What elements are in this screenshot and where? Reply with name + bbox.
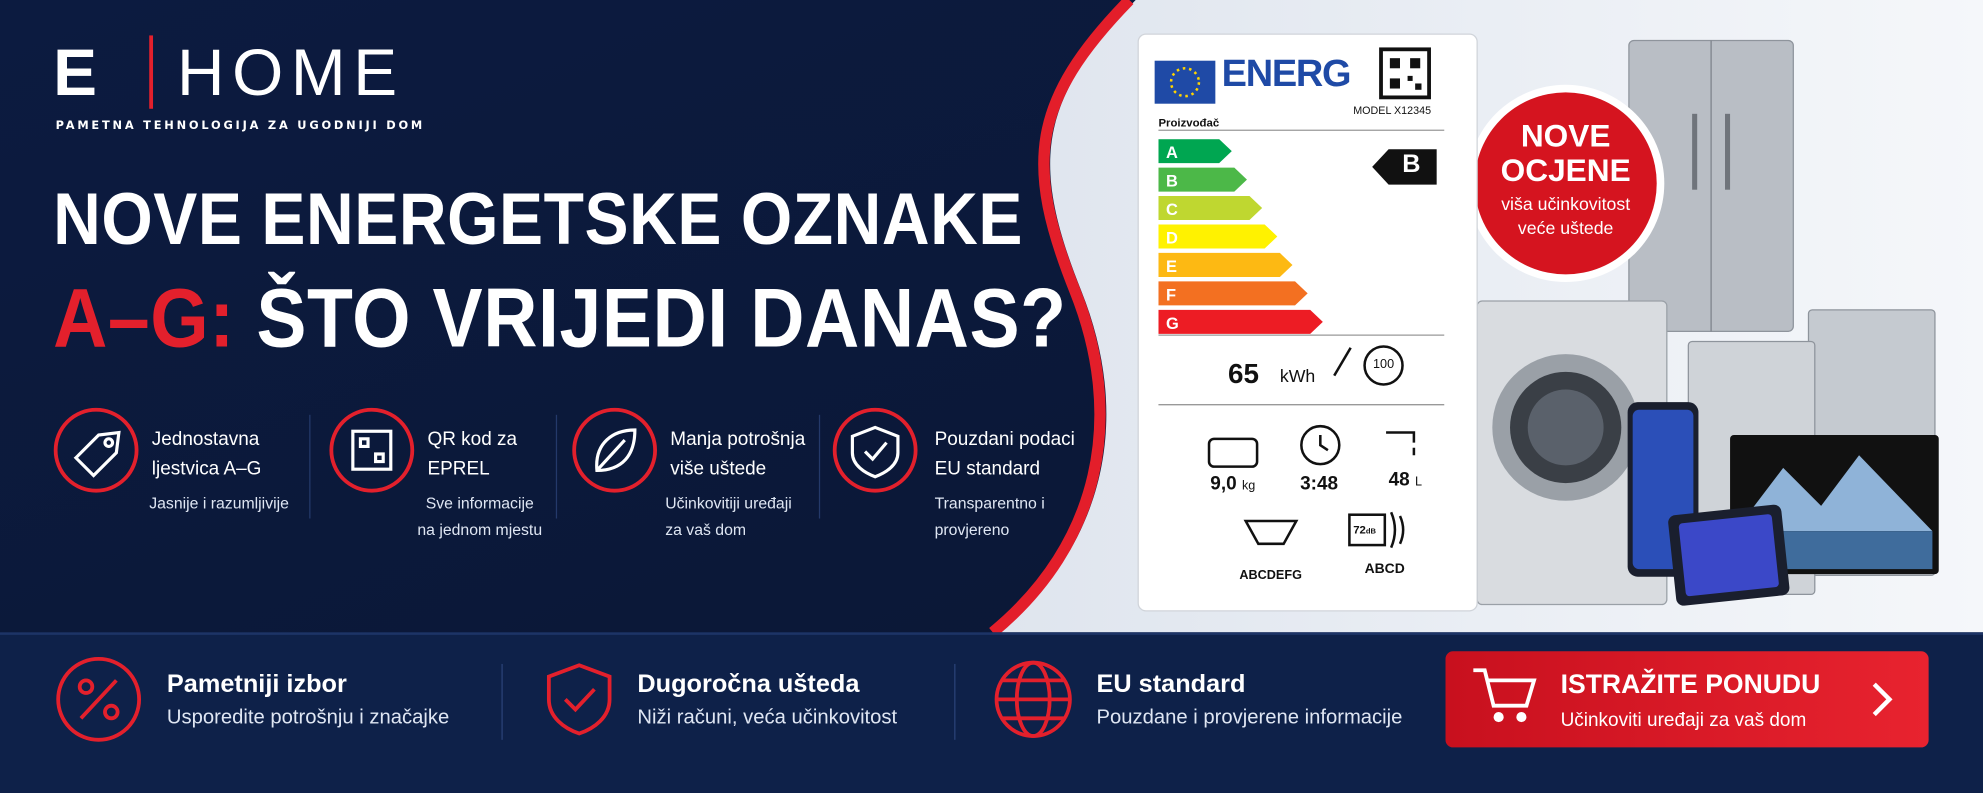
feature-title: Pouzdani podaci EU standard	[935, 425, 1075, 483]
energy-class-bar	[1158, 252, 1293, 277]
cta-text: Učinkoviti uređaji za vaš dom	[1560, 709, 1807, 731]
feature: QR kod za EPREL Sve informacije na jednom m…	[417, 425, 542, 544]
label-capacity: 9,0 kg	[1210, 473, 1255, 494]
benefit: EU standard Pouzdane i provjerene informa…	[1096, 670, 1402, 729]
benefit-text: Usporedite potrošnju i značajke	[166, 706, 450, 729]
label-noise: 72dB	[1353, 524, 1376, 537]
benefit-title: Dugoročna ušteda	[637, 670, 860, 699]
feature: Pouzdani podaci EU standard Transparentno …	[935, 425, 1075, 544]
energy-class-letter: E	[1166, 258, 1177, 276]
value: 72	[1353, 523, 1366, 537]
text: više uštede	[670, 457, 767, 480]
text: OCJENE	[1500, 153, 1631, 189]
label-energy-unit: kWh	[1279, 365, 1316, 386]
cta-title: ISTRAŽITE PONUDU	[1560, 670, 1821, 700]
headline-line: A–G: ŠTO VRIJEDI DANAS?	[53, 269, 1066, 365]
feature-title: Manja potrošnja više uštede	[670, 425, 805, 483]
label-rating: B	[1402, 150, 1421, 179]
energy-class-bar	[1158, 224, 1278, 249]
unit: dB	[1365, 528, 1376, 537]
cta-button[interactable]: ISTRAŽITE PONUDU Učinkoviti uređaji za v…	[1446, 651, 1929, 747]
energy-class-bar	[1158, 139, 1232, 164]
badge-text: viša učinkovitost veće uštede	[1467, 192, 1664, 240]
energy-class-letter: F	[1166, 286, 1176, 304]
text: EPREL	[427, 457, 490, 480]
text: viša učinkovitost	[1501, 193, 1631, 214]
text: QR kod za	[427, 428, 518, 451]
value: 48	[1388, 469, 1410, 491]
text: Pouzdani podaci	[934, 428, 1075, 451]
headline-text: ŠTO VRIJEDI DANAS?	[256, 270, 1067, 365]
feature-text: Sve informacije	[425, 494, 534, 513]
feature-text: Učinkovitiji uređaji	[665, 494, 792, 513]
energy-class-bar	[1158, 167, 1247, 192]
logo: HOME	[177, 36, 405, 111]
feature-text: Jasnije i razumljivije	[149, 494, 289, 513]
benefit-title: Pametniji izbor	[166, 670, 347, 699]
feature-title: Jednostavna ljestvica A–G	[152, 425, 289, 483]
energy-class-bar	[1158, 281, 1308, 306]
text: EU standard	[934, 457, 1041, 480]
benefit-text: Pouzdane i provjerene informacije	[1096, 706, 1403, 729]
unit: kg	[1241, 479, 1256, 494]
feature-title: QR kod za EPREL	[427, 425, 542, 483]
feature-text: za vaš dom	[665, 521, 747, 539]
feature-text: provjereno	[934, 521, 1010, 539]
label-header: ENERG	[1221, 53, 1352, 95]
text: veće uštede	[1517, 217, 1614, 238]
feature: Manja potrošnja više uštede Učinkovitiji u…	[665, 425, 805, 544]
label-duration: 3:48	[1300, 472, 1339, 495]
text: NOVE	[1520, 118, 1611, 155]
label-model: MODEL X12345	[1353, 103, 1432, 117]
label-water: 48 L	[1389, 469, 1422, 490]
label-noise-class: ABCD	[1364, 561, 1405, 577]
headline-line: NOVE ENERGETSKE OZNAKE	[53, 178, 1024, 261]
benefit-title: EU standard	[1096, 670, 1246, 699]
text: Jednostavna	[151, 428, 260, 451]
energy-class-bar	[1158, 309, 1323, 334]
label-energy: 65	[1227, 357, 1259, 390]
text: Manja potrošnja	[670, 428, 806, 451]
benefit-text: Niži računi, veća učinkovitost	[637, 706, 898, 729]
logo-mark: E	[53, 36, 100, 111]
energy-scale: ABCDEFG	[1158, 139, 1323, 334]
energy-class-bar	[1158, 196, 1263, 221]
headline-highlight: A–G:	[53, 270, 235, 365]
benefit: Dugoročna ušteda Niži računi, veća učinko…	[637, 670, 897, 729]
feature-text: Transparentno i	[934, 494, 1045, 513]
value: 9,0	[1210, 472, 1237, 495]
unit: L	[1414, 475, 1423, 490]
tagline: PAMETNA TEHNOLOGIJA ZA UGODNIJI DOM	[55, 120, 426, 133]
text: ljestvica A–G	[151, 457, 262, 480]
energy-class-letter: B	[1166, 173, 1178, 191]
benefit: Pametniji izbor Usporedite potrošnju i zn…	[167, 670, 449, 729]
headline: NOVE ENERGETSKE OZNAKE A–G: ŠTO VRIJEDI …	[53, 177, 1066, 365]
label-spin-class: ABCDEFG	[1239, 569, 1302, 584]
energy-class-letter: A	[1166, 144, 1178, 162]
energy-class-letter: G	[1166, 315, 1179, 333]
energy-class-letter: D	[1166, 229, 1178, 247]
label-cycles: 100	[1372, 357, 1395, 372]
badge-title: NOVE OCJENE	[1467, 120, 1664, 188]
energy-class-letter: C	[1166, 201, 1178, 219]
label-supplier: Proizvođač	[1158, 116, 1220, 129]
feature: Jednostavna ljestvica A–G Jasnije i razuml…	[149, 425, 289, 517]
feature-text: na jednom mjestu	[417, 521, 543, 539]
